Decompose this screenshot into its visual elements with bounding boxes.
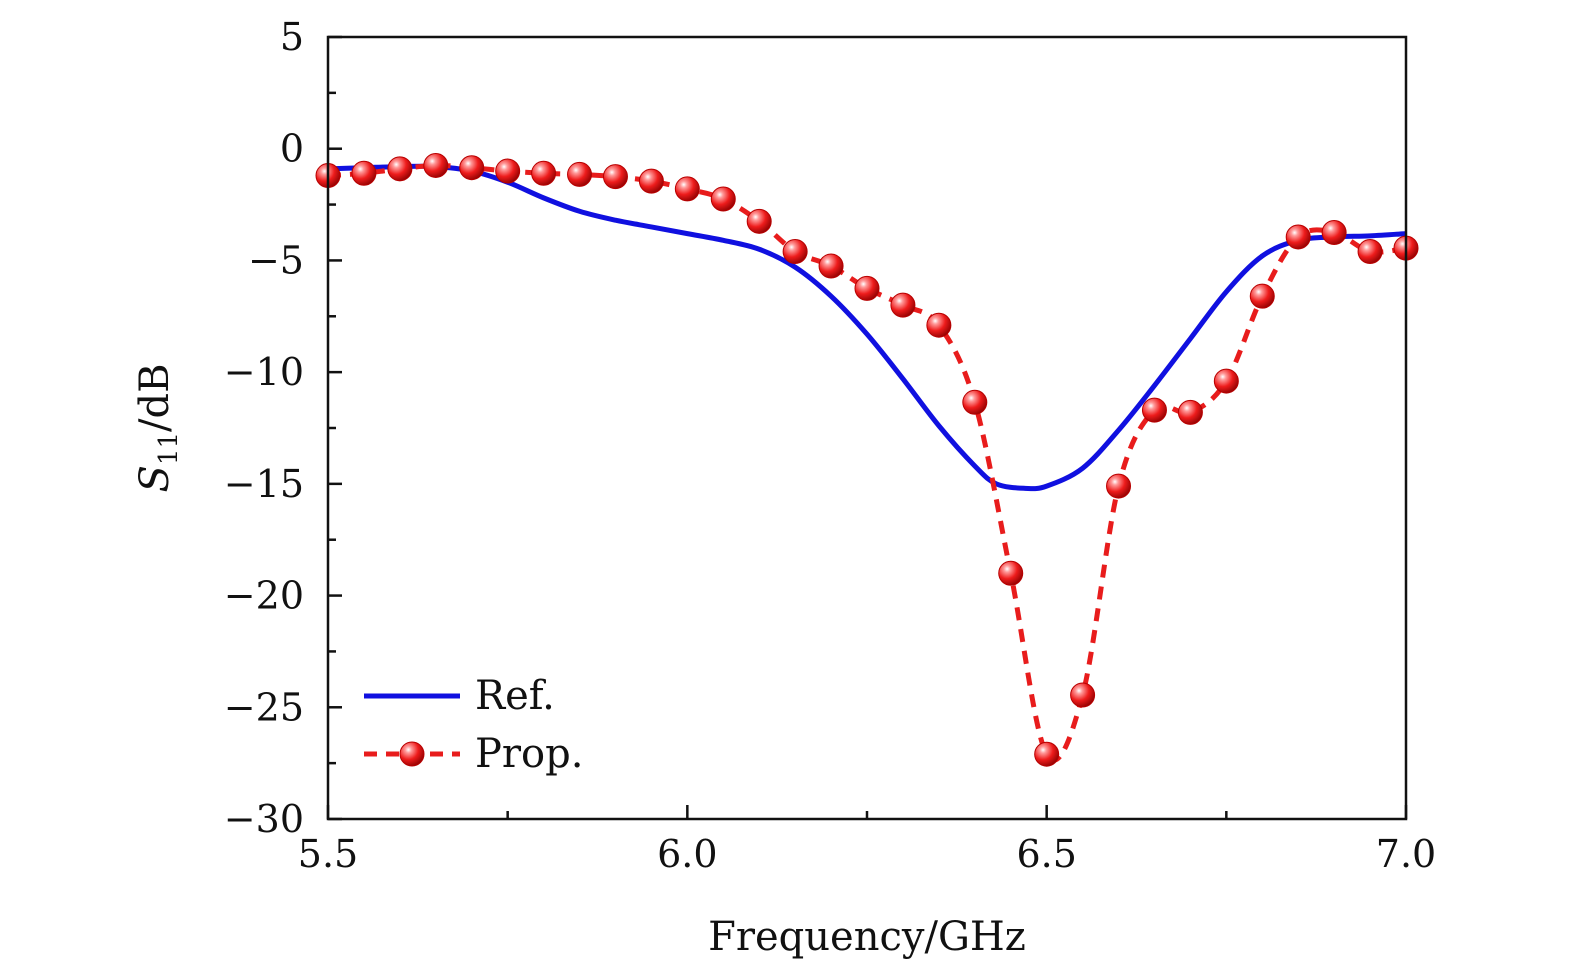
data-point-prop — [962, 389, 988, 415]
data-point-prop — [1285, 224, 1311, 250]
data-point-prop — [1070, 682, 1096, 708]
y-axis-label: S11/dB — [132, 364, 184, 493]
data-point-prop — [926, 312, 952, 338]
data-point-prop — [998, 560, 1024, 586]
y-axis-label-unit: /dB — [132, 364, 178, 432]
data-point-prop — [854, 275, 880, 301]
data-point-prop — [782, 238, 808, 264]
data-point-prop — [495, 158, 521, 184]
y-tick-label: 5 — [280, 15, 304, 59]
legend-marker-prop — [399, 741, 425, 767]
y-tick-label: −20 — [224, 574, 304, 618]
data-point-prop — [710, 186, 736, 212]
legend-label-prop: Prop. — [475, 731, 583, 777]
y-tick-label: −25 — [224, 685, 304, 729]
tick-layer — [326, 35, 1408, 821]
data-point-prop — [567, 161, 593, 187]
x-tick-labels: 5.5 6.0 6.5 7.0 — [298, 832, 1436, 876]
data-point-prop — [1321, 220, 1347, 245]
x-axis-label: Frequency/GHz — [708, 914, 1026, 960]
y-tick-label: −15 — [224, 462, 304, 506]
data-point-prop — [351, 160, 377, 186]
marker-layer — [315, 152, 1419, 767]
data-point-prop — [818, 253, 844, 279]
legend: Ref. Prop. — [364, 673, 583, 777]
y-tick-labels: 5 0 −5 −10 −15 −20 −25 −30 — [224, 15, 304, 841]
x-tick-label: 5.5 — [298, 832, 358, 876]
data-point-prop — [1249, 283, 1275, 309]
y-tick-label: −30 — [224, 797, 304, 841]
x-tick-label: 7.0 — [1376, 832, 1436, 876]
data-point-prop — [459, 155, 485, 181]
y-axis-label-symbol: S — [132, 465, 178, 492]
data-point-prop — [746, 208, 772, 234]
data-point-prop — [1213, 368, 1239, 394]
data-point-prop — [531, 160, 557, 186]
y-axis-label-subscript: 11 — [154, 432, 184, 465]
y-tick-label: 0 — [280, 127, 304, 171]
series-line-ref — [328, 163, 1406, 492]
series-layer — [328, 162, 1406, 763]
data-point-prop — [387, 156, 413, 182]
data-point-prop — [1034, 741, 1060, 767]
data-point-prop — [1106, 473, 1132, 499]
data-point-prop — [1177, 399, 1203, 425]
y-tick-label: −10 — [224, 350, 304, 394]
legend-label-ref: Ref. — [475, 673, 555, 719]
series-line-prop — [328, 162, 1406, 763]
data-point-prop — [1357, 238, 1383, 264]
data-point-prop — [890, 292, 916, 318]
x-tick-label: 6.0 — [657, 832, 717, 876]
data-point-prop — [638, 168, 664, 194]
data-point-prop — [602, 164, 628, 190]
data-point-prop — [1141, 397, 1167, 423]
data-point-prop — [423, 152, 449, 178]
data-point-prop — [674, 176, 700, 202]
y-tick-label: −5 — [248, 238, 304, 282]
x-tick-label: 6.5 — [1016, 832, 1076, 876]
